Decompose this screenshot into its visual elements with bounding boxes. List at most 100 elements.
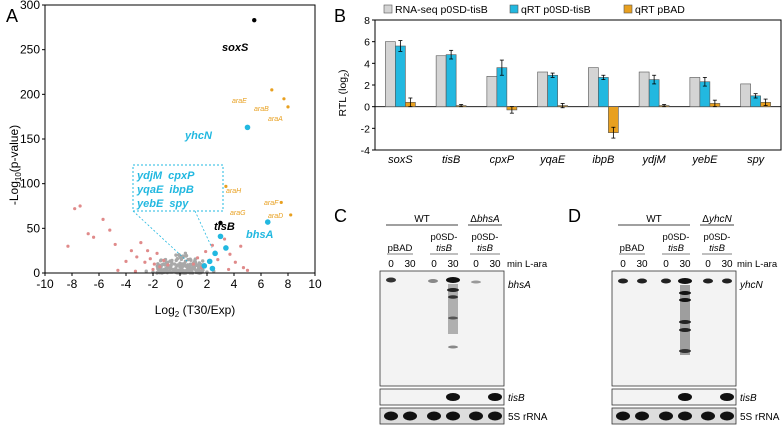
pink-point (158, 265, 162, 269)
d-band-main-3 (661, 278, 671, 284)
c-band-main-7 (448, 345, 458, 349)
rtl-bar-chart: RNA-seq p0SD-tisB qRT p0SD-tisB qRT pBAD… (337, 4, 782, 166)
volcano-xtick-label: 6 (258, 277, 265, 291)
d-time-30c: 30 (721, 259, 733, 270)
c-time-0c: 0 (473, 259, 479, 270)
c-header-mut-gene: bhsA (477, 214, 500, 225)
pink-point (78, 204, 82, 208)
point-arab (282, 97, 286, 101)
c-band-5s-4 (469, 411, 483, 421)
grey-point (156, 262, 160, 266)
volcano-xtick-label: 8 (285, 277, 292, 291)
bar-category-tisB: tisB (442, 154, 460, 166)
pink-point (146, 249, 150, 253)
label-soxs: soxS (222, 42, 249, 54)
c-lane-mut-p0sd-tisb: tisB (477, 243, 494, 254)
d-lane-p0sd: p0SD- (663, 232, 690, 243)
bar-ytick-label: 6 (364, 37, 370, 49)
pink-point (108, 228, 112, 232)
label-bhsa: bhsA (246, 229, 274, 241)
grey-point (158, 259, 163, 263)
bar-ytick-label: -4 (361, 145, 370, 157)
point-yhcn (244, 124, 251, 131)
bar-category-cpxP: cpxP (490, 154, 515, 166)
bar-ytick-label: 0 (364, 102, 370, 114)
d-blot-main (611, 270, 737, 387)
point-arad (289, 213, 293, 217)
c-lane-mut-p0sd: p0SD- (472, 232, 499, 243)
d-band-5s-4 (701, 411, 715, 421)
callout-line-1 (132, 210, 189, 263)
bar-tisB-s1 (445, 54, 457, 107)
volcano-ylabel: -Log10(p-value) (7, 125, 23, 205)
bar-category-ibpB: ibpB (592, 154, 614, 166)
d-band-main-7 (679, 320, 691, 324)
point-arae (270, 88, 274, 92)
bar-soxS-s1 (395, 45, 406, 107)
d-band-5s-1 (635, 411, 649, 421)
volcano-xtick-label: 10 (308, 277, 322, 291)
d-band-main-1 (618, 278, 628, 284)
volcano-plot: 0 50 100 150 200 250 300 -10 -8 -6 -4 -2 0 2 4 6 8 10 -Lo… (7, 0, 322, 319)
volcano-xtick-label: -4 (121, 277, 132, 291)
c-time-30a: 30 (404, 259, 416, 270)
grey-point (191, 265, 196, 270)
volcano-ytick-label: 50 (27, 221, 41, 235)
pink-point (124, 259, 128, 263)
d-lane-mut-p0sd-tisb: tisB (709, 243, 726, 254)
volcano-xlabel: Log2 (T30/Exp) (155, 303, 236, 319)
box-line-2: yqaE ibpB (136, 184, 194, 196)
bar-tisB-s0 (435, 55, 447, 107)
volcano-xtick-label: 0 (177, 277, 184, 291)
d-blot-tisb (611, 388, 737, 406)
d-lane-mut-p0sd: p0SD- (704, 232, 731, 243)
c-band-main-1 (386, 277, 396, 283)
label-yhcn: yhcN (184, 130, 213, 142)
grey-point (170, 258, 174, 263)
volcano-xtick-label: -2 (148, 277, 159, 291)
grey-point (163, 263, 167, 267)
d-lane-p0sd-tisb: tisB (668, 243, 685, 254)
grey-point (155, 270, 159, 275)
d-band-main-4 (678, 278, 692, 284)
label-arae: araE (232, 98, 247, 105)
c-band-5s-0 (384, 411, 398, 421)
d-lane-pbad: pBAD (620, 243, 645, 254)
d-header-mut: ΔyhcN (702, 214, 732, 225)
pink-point (241, 266, 246, 270)
d-band-main-5 (679, 291, 691, 295)
volcano-xtick-label: 4 (231, 277, 238, 291)
c-lane-p0sd: p0SD- (431, 232, 458, 243)
label-arad: araD (268, 213, 283, 220)
c-time-30c: 30 (489, 259, 501, 270)
d-header-wt: WT (646, 214, 662, 225)
pink-point (152, 262, 156, 266)
volcano-frame (44, 4, 316, 274)
grey-point (167, 269, 171, 273)
bar-yebE-s0 (689, 77, 701, 107)
grey-point (189, 262, 193, 266)
bar-soxS-s0 (385, 41, 396, 107)
volcano-xtick-label: 2 (204, 277, 211, 291)
bar-category-ydjM: ydjM (642, 154, 667, 166)
c-band-5s-1 (403, 411, 417, 421)
volcano-xtick-label: -10 (36, 277, 54, 291)
bar-ibpB-s1 (598, 77, 609, 107)
d-probe-tisb: tisB (740, 393, 757, 404)
c-probe-5s: 5S rRNA (508, 412, 548, 423)
pink-point (222, 237, 227, 241)
c-probe-main: bhsA (508, 280, 531, 291)
grey-point (166, 260, 170, 264)
pink-point (135, 255, 139, 259)
point-tisb (218, 220, 223, 226)
d-band-main-8 (679, 328, 691, 332)
bar-cpxP-s0 (486, 76, 498, 107)
pink-point (191, 262, 196, 266)
bar-category-spy: spy (747, 154, 766, 166)
grey-point (164, 266, 169, 271)
callout-line-2 (194, 210, 213, 249)
c-band-main-6 (448, 316, 458, 320)
label-arag: araG (230, 210, 246, 217)
d-time-30a: 30 (636, 259, 648, 270)
pink-point (204, 249, 208, 254)
